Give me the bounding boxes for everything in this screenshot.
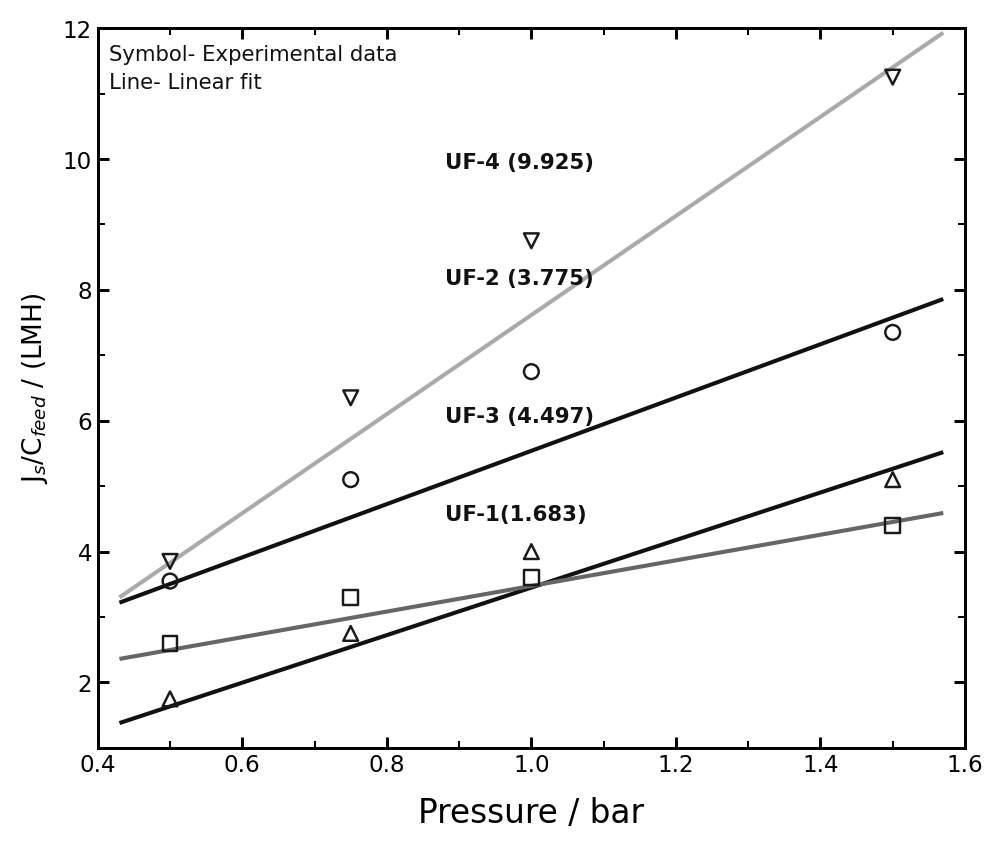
- Point: [343, 473, 359, 486]
- Point: [885, 473, 901, 486]
- Point: [524, 365, 540, 379]
- Point: [162, 555, 179, 569]
- Point: [162, 692, 179, 706]
- Text: Symbol- Experimental data
Line- Linear fit: Symbol- Experimental data Line- Linear f…: [108, 45, 397, 93]
- Text: UF-4 (9.925): UF-4 (9.925): [444, 154, 594, 173]
- Point: [343, 591, 359, 604]
- Point: [162, 575, 179, 588]
- Point: [885, 326, 901, 340]
- Text: UF-1(1.683): UF-1(1.683): [444, 504, 587, 525]
- Point: [343, 627, 359, 640]
- Text: UF-2 (3.775): UF-2 (3.775): [444, 269, 594, 289]
- X-axis label: Pressure / bar: Pressure / bar: [418, 796, 644, 829]
- Text: UF-3 (4.497): UF-3 (4.497): [444, 407, 594, 427]
- Point: [162, 637, 179, 650]
- Point: [885, 71, 901, 85]
- Point: [524, 571, 540, 585]
- Point: [885, 519, 901, 532]
- Y-axis label: J$_s$/C$_{feed}$ / (LMH): J$_s$/C$_{feed}$ / (LMH): [20, 293, 50, 484]
- Point: [343, 391, 359, 405]
- Point: [524, 234, 540, 248]
- Point: [524, 545, 540, 559]
